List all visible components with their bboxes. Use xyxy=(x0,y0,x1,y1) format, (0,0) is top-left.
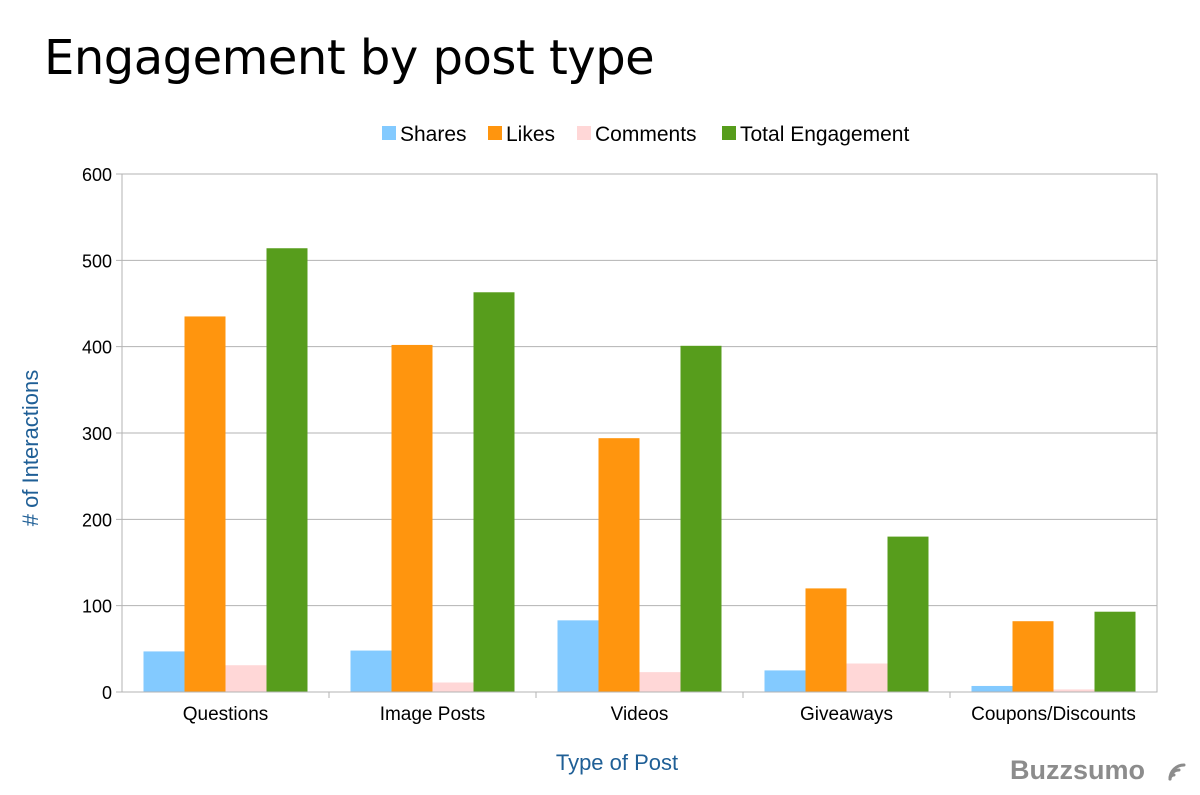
bar-shares xyxy=(764,670,806,692)
bar-total-engagement xyxy=(887,536,929,692)
bar-total-engagement xyxy=(473,292,515,692)
bar-total-engagement xyxy=(266,248,308,692)
x-tick-label: Coupons/Discounts xyxy=(971,704,1136,725)
x-tick-label: Questions xyxy=(183,704,269,725)
x-tick-label: Giveaways xyxy=(800,704,893,725)
y-tick-label: 0 xyxy=(102,683,112,703)
x-tick-label: Image Posts xyxy=(380,704,486,725)
legend-swatch xyxy=(577,126,591,140)
bar-likes xyxy=(1012,621,1054,692)
bar-total-engagement xyxy=(1094,611,1136,692)
bar-likes xyxy=(598,438,640,692)
bars xyxy=(143,248,1136,692)
legend: Shares Likes Comments Total Engagement xyxy=(382,123,909,146)
bar-likes xyxy=(391,344,433,692)
legend-swatch xyxy=(382,126,396,140)
legend-swatch xyxy=(488,126,502,140)
slide-title: Engagement by post type xyxy=(44,30,655,86)
legend-label: Likes xyxy=(506,123,555,146)
y-tick-label: 600 xyxy=(82,165,112,185)
legend-swatch xyxy=(722,126,736,140)
bar-shares xyxy=(143,651,185,692)
bar-likes xyxy=(805,588,847,692)
legend-label: Total Engagement xyxy=(740,123,909,146)
bar-comments xyxy=(225,665,267,692)
signal-waves-icon xyxy=(1168,763,1186,781)
brand-logo-text: Buzzsumo xyxy=(1010,755,1145,785)
bar-comments xyxy=(639,672,681,692)
y-tick-label: 100 xyxy=(82,597,112,617)
y-tick-label: 300 xyxy=(82,424,112,444)
legend-label: Comments xyxy=(595,123,697,146)
brand-logo: Buzzsumo xyxy=(1010,750,1190,795)
bar-shares xyxy=(557,620,599,692)
axes: 0 100 200 300 400 500 600 Questions Image Posts V… xyxy=(82,165,1157,725)
legend-label: Shares xyxy=(400,123,467,146)
x-tick-label: Videos xyxy=(611,704,669,725)
x-axis-title: Type of Post xyxy=(556,750,678,775)
y-tick-label: 500 xyxy=(82,251,112,271)
bar-shares xyxy=(350,650,392,692)
y-axis-title: # of Interactions xyxy=(18,370,43,527)
bar-comments xyxy=(1053,689,1095,692)
bar-likes xyxy=(184,316,226,692)
bar-shares xyxy=(971,685,1013,692)
bar-total-engagement xyxy=(680,345,722,692)
bar-comments xyxy=(846,663,888,692)
y-tick-label: 200 xyxy=(82,510,112,530)
bar-comments xyxy=(432,682,474,692)
y-tick-label: 400 xyxy=(82,338,112,358)
